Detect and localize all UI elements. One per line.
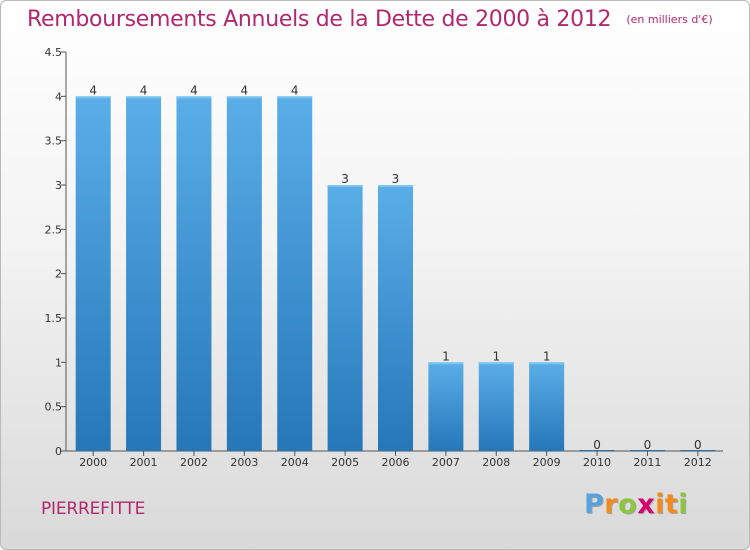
- x-tick-label: 2011: [633, 456, 661, 469]
- data-label: 4: [89, 83, 97, 97]
- logo-letter: o: [618, 489, 638, 520]
- data-label: 4: [241, 83, 249, 97]
- bar: [126, 96, 162, 451]
- bar: [75, 96, 111, 451]
- x-tick-label: 2009: [533, 456, 561, 469]
- bar: [428, 362, 464, 451]
- data-label: 0: [644, 438, 652, 452]
- logo-letter: i: [655, 489, 665, 520]
- bar: [529, 362, 565, 451]
- bar: [579, 450, 615, 451]
- y-tick-label: 3.5: [45, 135, 63, 148]
- y-tick-label: 1.5: [45, 312, 63, 325]
- x-tick-label: 2001: [130, 456, 158, 469]
- data-label: 3: [341, 172, 349, 186]
- logo-letter: t: [664, 489, 679, 520]
- chart-data-labels: 4 4 4 4 4 3 3 1 1 1 0 0 0: [89, 83, 701, 452]
- x-tick-label: 2012: [684, 456, 712, 469]
- logo-letter: x: [637, 489, 656, 520]
- bar-highlight: [277, 96, 313, 99]
- x-tick-label: 2006: [382, 456, 410, 469]
- data-label: 4: [140, 83, 148, 97]
- chart-bars: [75, 96, 716, 451]
- x-tick-label: 2005: [331, 456, 359, 469]
- data-label: 4: [291, 83, 299, 97]
- y-tick-label: 1: [55, 356, 62, 369]
- y-tick-label: 0: [55, 445, 62, 458]
- data-label: 1: [442, 349, 450, 363]
- data-label: 4: [190, 83, 198, 97]
- x-tick-label: 2010: [583, 456, 611, 469]
- y-tick-label: 2.5: [45, 223, 63, 236]
- x-tick-label: 2000: [79, 456, 107, 469]
- bar-highlight: [378, 185, 413, 187]
- bar: [680, 450, 716, 451]
- data-label: 1: [543, 349, 551, 363]
- bar: [378, 185, 413, 451]
- chart-subtitle: (en milliers d'€): [626, 13, 713, 26]
- bar: [226, 96, 262, 451]
- bar-highlight: [428, 362, 464, 365]
- bar: [327, 185, 363, 451]
- y-tick-label: 4: [55, 90, 62, 103]
- bar: [629, 450, 665, 451]
- x-tick-label: 2004: [281, 456, 309, 469]
- bar-highlight: [75, 96, 111, 99]
- bar-highlight: [327, 185, 363, 187]
- y-tick-label: 3: [55, 179, 62, 192]
- bar-highlight: [226, 96, 262, 99]
- logo-letter: P: [584, 489, 605, 520]
- chart-title-row: Remboursements Annuels de la Dette de 20…: [27, 7, 713, 32]
- x-tick-label: 2008: [482, 456, 510, 469]
- bar: [176, 96, 212, 451]
- bar-highlight: [529, 362, 565, 365]
- data-label: 0: [694, 438, 702, 452]
- bar-highlight: [176, 96, 212, 99]
- bar-highlight: [478, 362, 514, 365]
- data-label: 0: [593, 438, 601, 452]
- y-tick-label: 2: [55, 268, 62, 281]
- bar: [277, 96, 313, 451]
- x-tick-label: 2007: [432, 456, 460, 469]
- chart-axes: 0 0.5 1 1.5 2 2.5 3 3.5 4 4.5 2000 2001 2002 2003 2004…: [45, 46, 723, 469]
- x-tick-label: 2002: [180, 456, 208, 469]
- bar-highlight: [126, 96, 162, 99]
- proxiti-logo: Proxiti: [584, 489, 688, 520]
- y-tick-label: 0.5: [45, 401, 63, 414]
- data-label: 1: [492, 349, 500, 363]
- y-tick-label: 4.5: [45, 46, 63, 59]
- logo-letter: i: [678, 489, 689, 520]
- chart-title: Remboursements Annuels de la Dette de 20…: [27, 7, 612, 32]
- logo-letter: r: [604, 489, 619, 520]
- bar: [478, 362, 514, 451]
- x-tick-label: 2003: [230, 456, 258, 469]
- commune-name: PIERREFITTE: [41, 499, 146, 519]
- data-label: 3: [392, 172, 400, 186]
